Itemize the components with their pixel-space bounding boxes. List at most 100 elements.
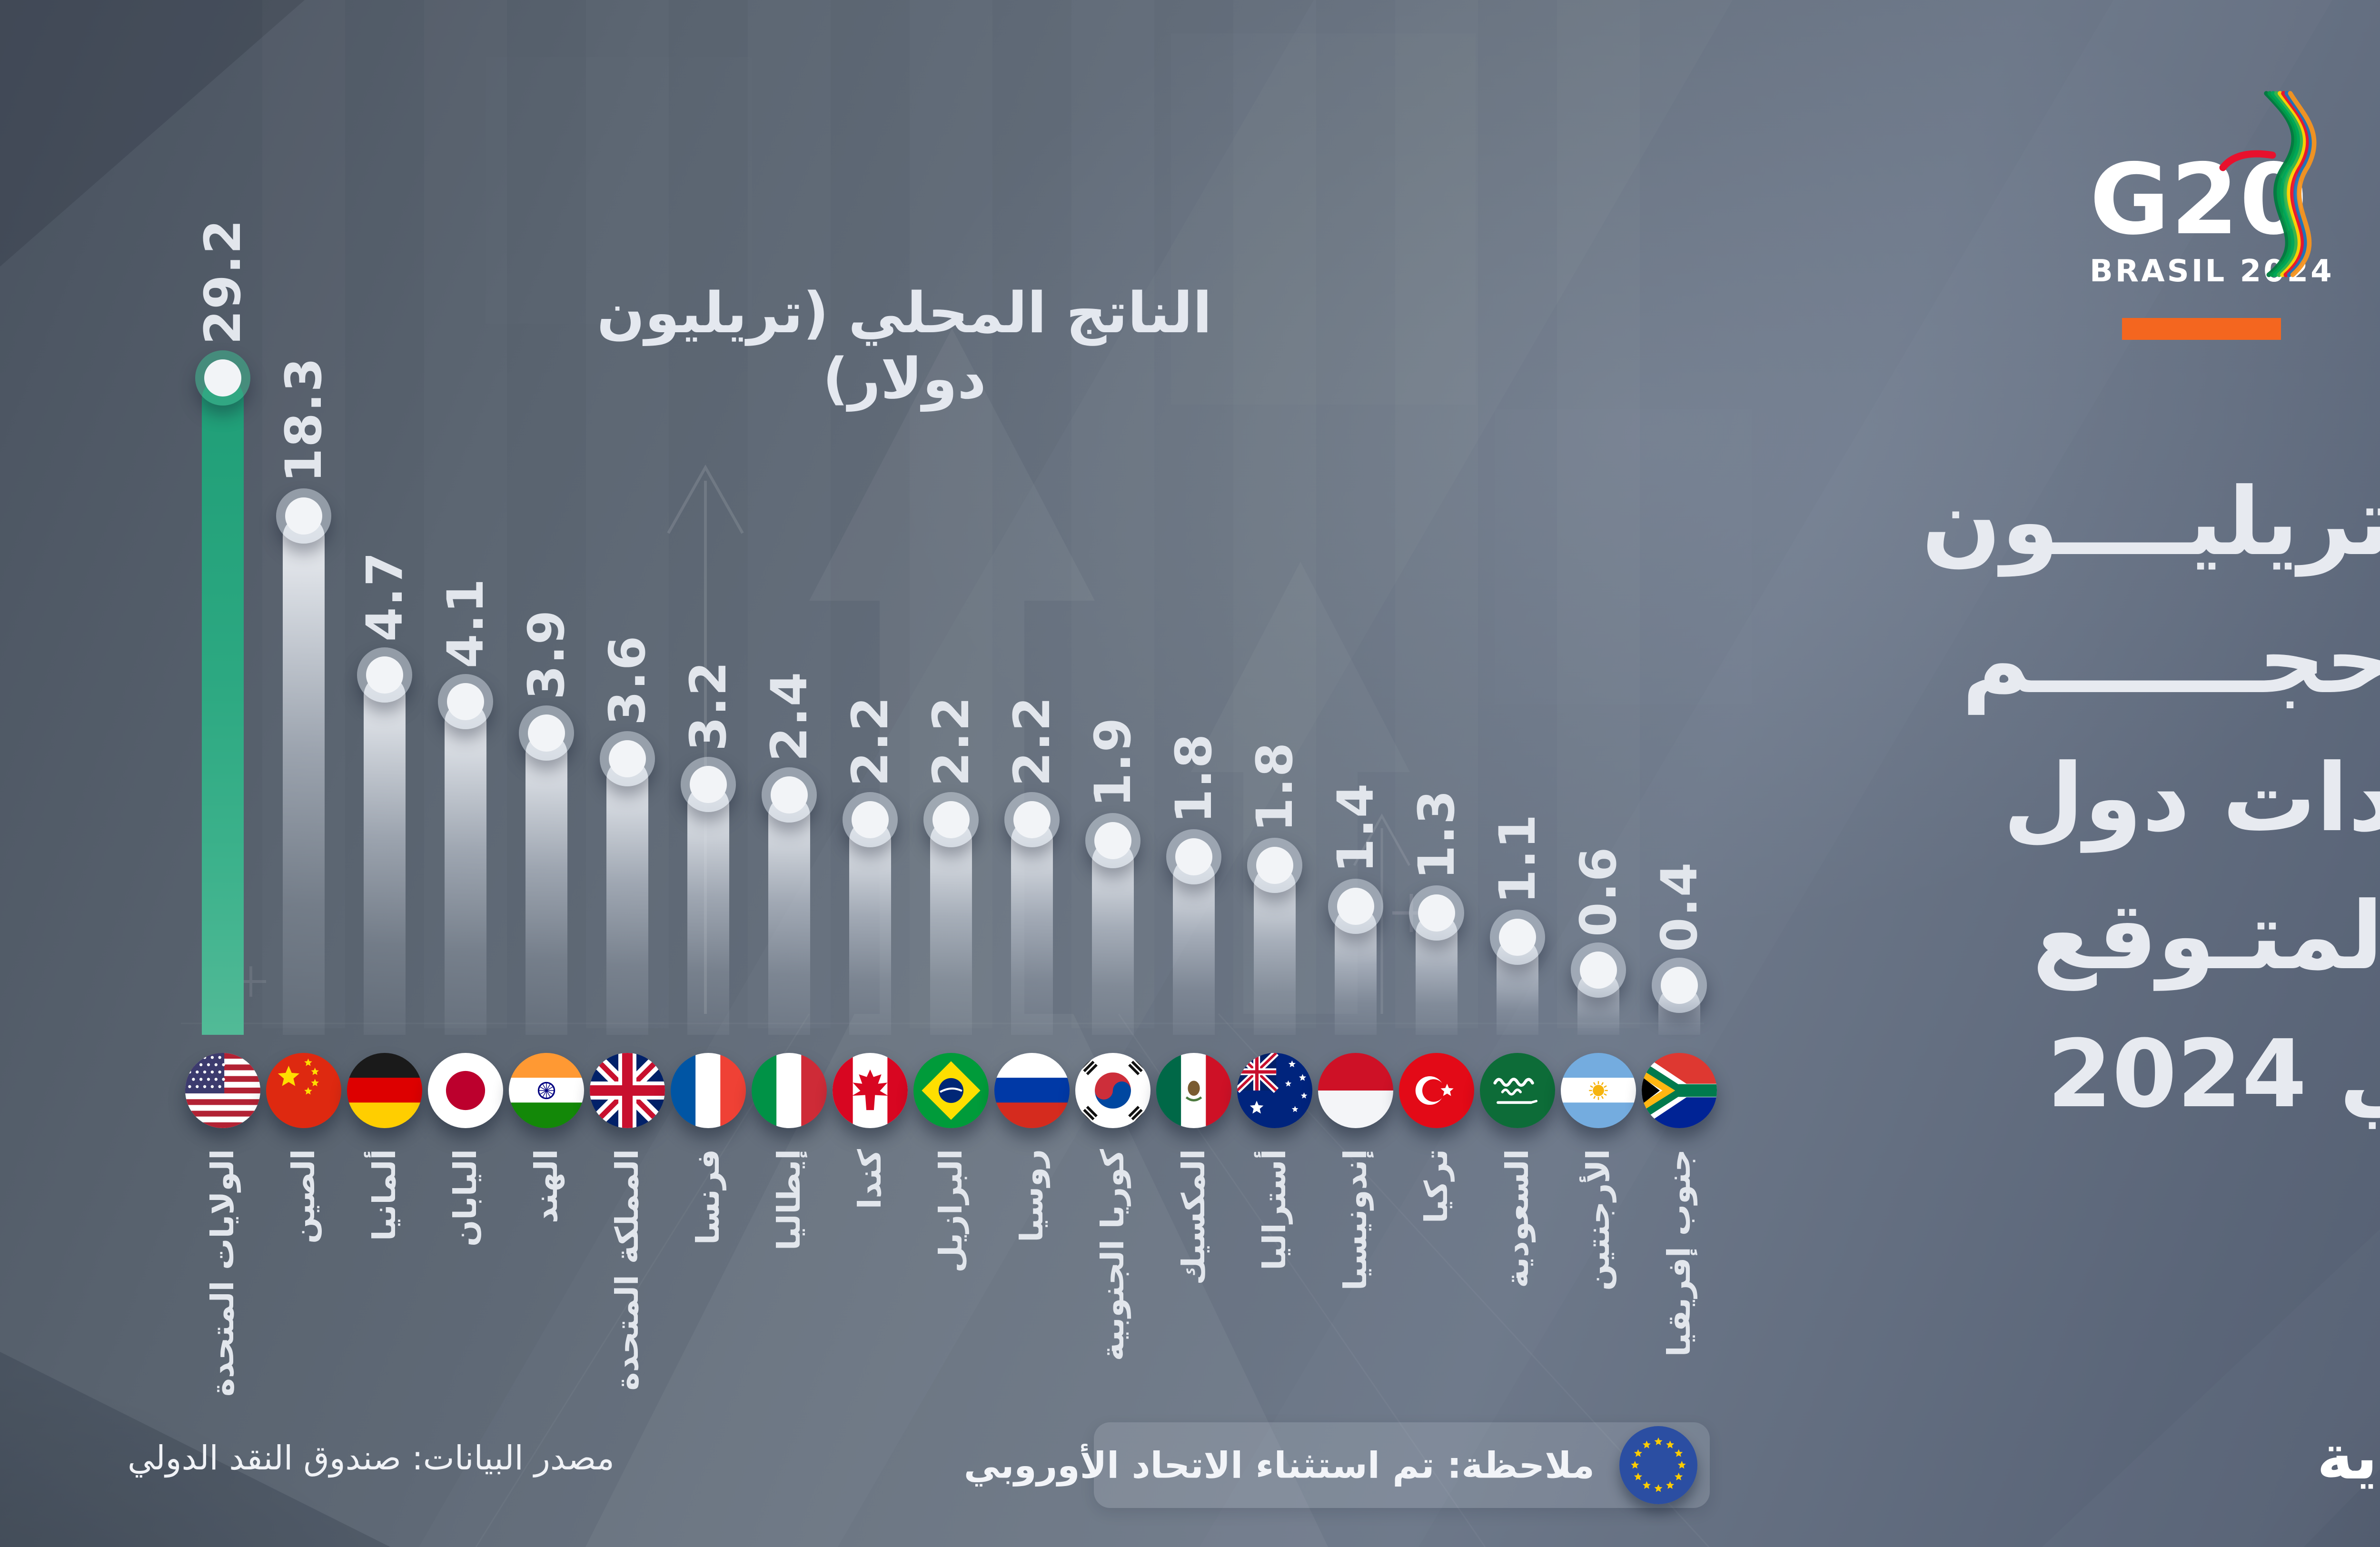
bar-knob (681, 757, 736, 812)
bar-value-label: 29.2 (194, 218, 252, 345)
bar (930, 820, 972, 1035)
flag-gb-icon (590, 1053, 665, 1128)
bar-knob (357, 647, 412, 703)
bar (1254, 865, 1296, 1035)
bar-value-label: 0.4 (1650, 861, 1708, 952)
headline-line: اقتصادات دول (2003, 744, 2380, 853)
bar-knob (1328, 879, 1383, 934)
country-label: جنوب إفريقيا (1661, 1149, 1697, 1357)
chart-column: 3.9 الهند (506, 0, 587, 1547)
country-label: روسيا (1013, 1149, 1050, 1242)
chart-column: 4.1 اليابان (425, 0, 506, 1547)
flag-mx-icon (1156, 1053, 1231, 1128)
bar-value-label: 2.2 (922, 695, 980, 786)
flag-sa-icon (1480, 1053, 1555, 1128)
bar-value-label: 1.1 (1488, 813, 1547, 904)
country-label: اليابان (447, 1149, 484, 1247)
flag-id-icon (1318, 1053, 1393, 1128)
chart-column: 2.2 كندا (830, 0, 911, 1547)
bar (768, 795, 810, 1035)
chart-column: 4.7 ألمانيا (344, 0, 425, 1547)
g20-logo-text: G20 (2090, 143, 2309, 257)
bar-value-label: 2.2 (1003, 695, 1061, 786)
bar (283, 516, 325, 1035)
bar-knob (1247, 838, 1302, 893)
headline-line: دولار حجـــــــم (1962, 606, 2380, 714)
flag-ru-icon (994, 1053, 1070, 1128)
bar-knob (519, 705, 574, 761)
g20-red-swoosh-icon (2219, 150, 2276, 171)
country-label: فرنسا (690, 1149, 726, 1245)
flag-cn-icon (266, 1053, 341, 1128)
chart-column: 1.3 تركيا (1396, 0, 1477, 1547)
bar-knob (923, 792, 979, 847)
bar-knob (195, 350, 250, 406)
chart-column: 1.8 المكسيك (1153, 0, 1234, 1547)
flag-fr-icon (671, 1053, 746, 1128)
chart-column: 1.1 السعودية (1477, 0, 1558, 1547)
bar-value-label: 4.7 (356, 551, 414, 642)
bar-value-label: 1.3 (1408, 789, 1466, 880)
accent-bar (2122, 318, 2281, 340)
bar (1011, 820, 1053, 1035)
chart-column: 1.9 كوريا الجنوبية (1072, 0, 1153, 1547)
flag-au-icon (1237, 1053, 1312, 1128)
country-label: إيطاليا (771, 1149, 807, 1250)
headline: 86.2 تريليــــون دولار حجـــــــم اقتصادات… (1702, 453, 2380, 1143)
bar (1173, 857, 1215, 1035)
bar-knob (762, 767, 817, 823)
bar-value-label: 3.9 (517, 609, 575, 700)
eu-flag-icon (1619, 1426, 1697, 1504)
bar-value-label: 3.6 (598, 635, 656, 725)
perspective-road (585, 1014, 1328, 1547)
country-label: المكسيك (1175, 1149, 1212, 1285)
chart-column: 1.4 إندونيسيا (1315, 0, 1396, 1547)
flag-it-icon (752, 1053, 827, 1128)
bar-value-label: 0.6 (1569, 846, 1627, 937)
country-label: أستراليا (1256, 1149, 1293, 1270)
note-text: ملاحظة: تم استثناء الاتحاد الأوروبي (963, 1444, 1595, 1487)
headline-line: G20 المتـوقع (2032, 882, 2380, 991)
bar-knob (438, 674, 493, 729)
bar-knob (1085, 813, 1140, 868)
bar-knob (1409, 885, 1464, 941)
flag-za-icon (1642, 1053, 1717, 1128)
bar-value-label: 1.8 (1246, 741, 1304, 832)
source-text: مصدر البيانات: صندوق النقد الدولي (128, 1438, 615, 1478)
bar-knob (276, 488, 331, 544)
country-label: كندا (852, 1149, 888, 1210)
flag-in-icon (509, 1053, 584, 1128)
bar (526, 733, 567, 1035)
chart-column: 2.4 إيطاليا (749, 0, 830, 1547)
flag-br-icon (913, 1053, 989, 1128)
headline-line: فـــــي 2024 (2047, 1020, 2380, 1129)
g20-logo: G20 BRASIL 2024 (2090, 91, 2380, 289)
bar (687, 784, 729, 1035)
bar-value-label: 1.8 (1165, 733, 1223, 823)
headline-line: 86.2 تريليــــون (1921, 468, 2380, 576)
chart-column: 0.6 الأرجنتين (1558, 0, 1639, 1547)
bar-knob (1652, 958, 1707, 1013)
country-label: الأرجنتين (1580, 1149, 1616, 1291)
flag-kr-icon (1075, 1053, 1150, 1128)
up-arrow-outline-icon (1353, 813, 1411, 1014)
brand-logo: الاقتصادية (2317, 1421, 2380, 1493)
bar-value-label: 1.4 (1327, 782, 1385, 873)
chart-column: 18.3 الصين (263, 0, 344, 1547)
bar (1092, 841, 1134, 1035)
bar-value-label: 1.9 (1084, 716, 1142, 807)
chart-column: 3.2 فرنسا (668, 0, 749, 1547)
chart-column: 3.6 المملكة المتحدة (587, 0, 668, 1547)
bar (849, 820, 891, 1035)
country-label: الهند (528, 1149, 565, 1224)
chart-column: 29.2 الولايات المتحدة (182, 0, 263, 1547)
bar-value-label: 3.2 (679, 660, 737, 751)
chart-column: 1.8 أستراليا (1234, 0, 1315, 1547)
bar-knob (843, 792, 898, 847)
bar (202, 378, 244, 1035)
chart-column: 2.2 روسيا (992, 0, 1072, 1547)
bar-knob (600, 731, 655, 786)
bar (606, 759, 648, 1035)
chart-column: 2.2 البرازيل (911, 0, 992, 1547)
